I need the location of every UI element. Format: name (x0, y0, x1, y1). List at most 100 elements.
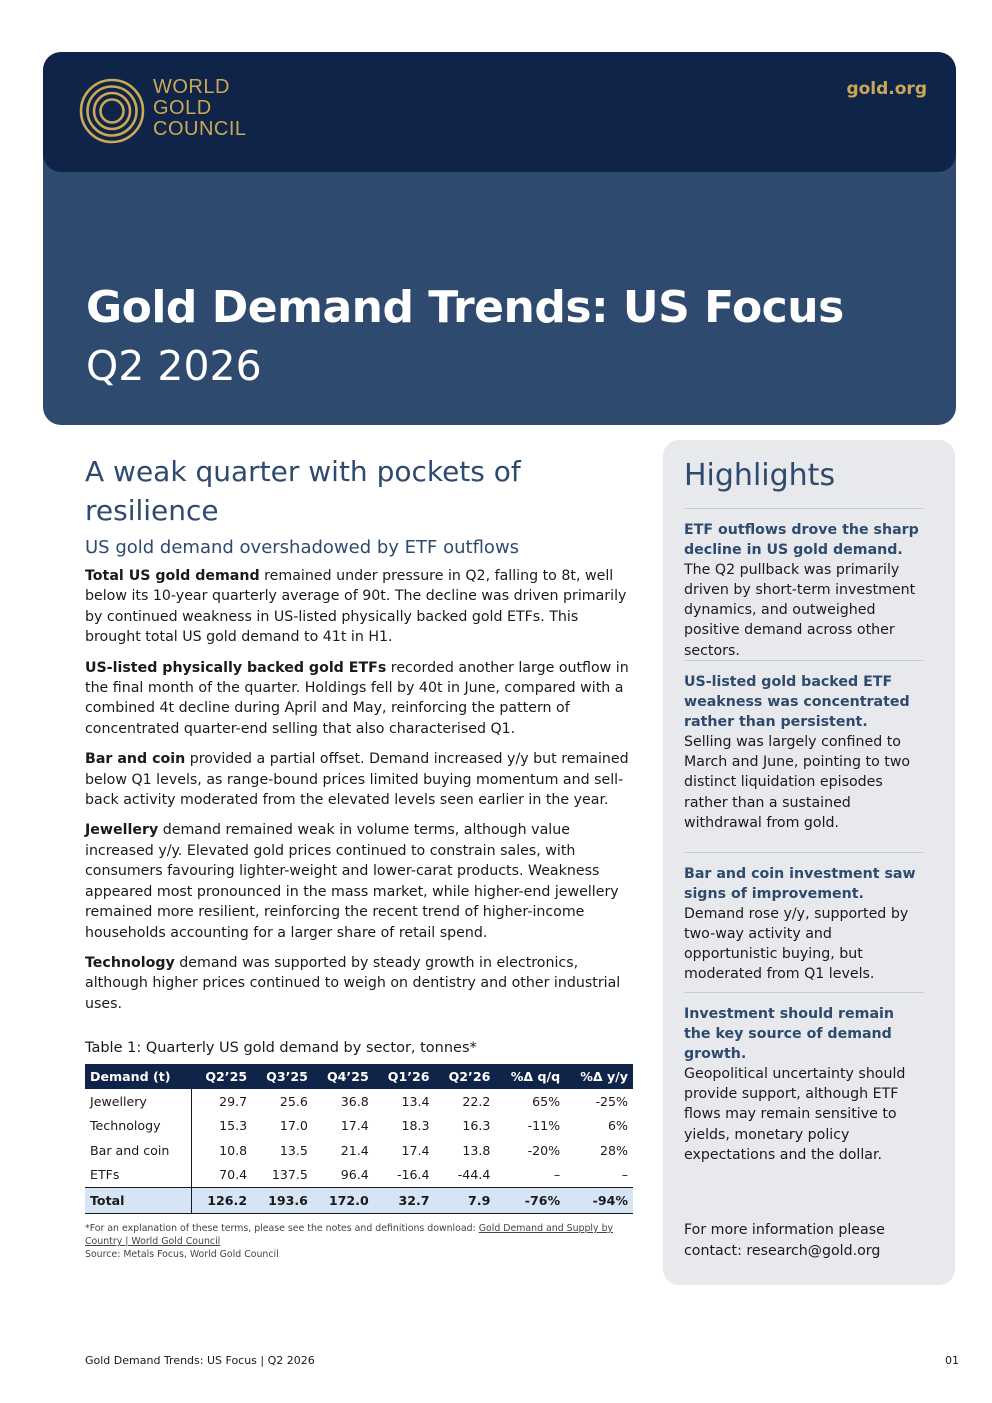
footnote-text: *For an explanation of these terms, plea… (85, 1223, 479, 1234)
page-number: 01 (945, 1354, 959, 1367)
report-title: Gold Demand Trends: US Focus (86, 282, 844, 333)
table-cell: 22.2 (462, 1093, 491, 1109)
table-cell: -20% (527, 1142, 561, 1158)
highlight-item: ETF outflows drove the sharp decline in … (684, 520, 924, 661)
column-header: %Δ q/q (495, 1064, 566, 1089)
table-cell: 137.5 (271, 1167, 308, 1183)
table-title: Table 1: Quarterly US gold demand by sec… (85, 1040, 477, 1056)
column-header: Q3’25 (252, 1064, 313, 1089)
table-cell: 193.6 (252, 1187, 313, 1214)
table-cell: Bar and coin (85, 1138, 192, 1163)
world-gold-council-logo[interactable]: WORLD GOLD COUNCIL (78, 76, 268, 144)
logo-line-3: COUNCIL (153, 118, 247, 140)
highlight-item: US-listed gold backed ETF weakness was c… (684, 672, 924, 833)
table-cell: 10.8 (219, 1142, 248, 1158)
table-cell: 172.0 (312, 1187, 374, 1214)
table-cell: -76% (495, 1187, 566, 1214)
table-row: Technology 15.3 17.0 17.4 18.3 16.3 -11%… (85, 1113, 633, 1138)
contact-info: For more information please contact: res… (684, 1222, 885, 1259)
divider (684, 852, 924, 853)
paragraph-total-demand: Total US gold demand remained under pres… (85, 566, 633, 648)
paragraph-lead: Total US gold demand (85, 568, 260, 584)
table-cell: 15.3 (219, 1118, 248, 1134)
main-column: A weak quarter with pockets of resilienc… (85, 452, 633, 1024)
highlight-heading: ETF outflows drove the sharp decline in … (684, 522, 919, 559)
report-period: Q2 2026 (86, 342, 262, 390)
divider (684, 508, 924, 509)
table-header-row: Demand (t) Q2’25 Q3’25 Q4’25 Q1’26 Q2’26… (85, 1064, 633, 1089)
table-cell: 70.4 (219, 1167, 248, 1183)
footer-title: Gold Demand Trends: US Focus | Q2 2026 (85, 1354, 315, 1367)
table-row: ETFs 70.4 137.5 96.4 -16.4 -44.4 – – (85, 1162, 633, 1188)
header-top-bar: WORLD GOLD COUNCIL gold.org (43, 52, 956, 172)
highlights-title: Highlights (684, 458, 836, 493)
table-source: Source: Metals Focus, World Gold Council (85, 1249, 279, 1260)
section-subheading: US gold demand overshadowed by ETF outfl… (85, 537, 520, 558)
highlight-body: The Q2 pullback was primarily driven by … (684, 562, 916, 659)
demand-table: Demand (t) Q2’25 Q3’25 Q4’25 Q1’26 Q2’26… (85, 1064, 633, 1214)
table-cell: – (621, 1167, 628, 1183)
definitions-link[interactable]: Gold Demand and Supply by Country | Worl… (85, 1223, 614, 1247)
paragraph-lead: Bar and coin (85, 751, 186, 768)
table-footnote: *For an explanation of these terms, plea… (85, 1222, 635, 1248)
table-cell: 7.9 (434, 1187, 496, 1214)
logo-wordmark: WORLD GOLD COUNCIL (153, 77, 247, 140)
paragraph-bar-coin: Bar and coin provided a partial offset. … (85, 749, 633, 810)
logo-line-2: GOLD (153, 97, 212, 119)
highlight-item: Bar and coin investment saw signs of imp… (684, 864, 924, 985)
table-cell: Jewellery (85, 1089, 192, 1114)
paragraph-text: recorded another large outflow in the fi… (85, 659, 629, 737)
highlight-body: Geopolitical uncertainty should provide … (684, 1066, 906, 1163)
paragraph-lead: Jewellery (85, 822, 159, 839)
column-header: Q1’26 (373, 1064, 435, 1089)
paragraph-text: remained under pressure in Q2, falling t… (85, 568, 627, 646)
table-cell: ETFs (85, 1162, 192, 1188)
table-cell: -94% (565, 1187, 633, 1214)
paragraph-etfs: US-listed physically backed gold ETFs re… (85, 658, 633, 740)
table-total-row: Total 126.2 193.6 172.0 32.7 7.9 -76% -9… (85, 1187, 633, 1214)
table-cell: 6% (608, 1118, 628, 1134)
table-cell: Technology (85, 1113, 192, 1138)
table-notes: *For an explanation of these terms, plea… (85, 1222, 635, 1261)
table-cell: 126.2 (191, 1187, 253, 1214)
table-cell: 28% (600, 1142, 628, 1158)
table-cell: -25% (595, 1093, 628, 1109)
table-cell: -11% (527, 1118, 561, 1134)
table-cell: 17.0 (279, 1118, 308, 1134)
paragraph-lead: Technology (85, 954, 175, 971)
paragraph-lead: US-listed physically backed gold ETFs (85, 659, 387, 676)
column-header: Q2’25 (191, 1064, 253, 1089)
logo-line-1: WORLD (153, 76, 230, 98)
column-header: %Δ y/y (565, 1064, 633, 1089)
highlight-heading: US-listed gold backed ETF weakness was c… (684, 674, 910, 731)
table-cell: 18.3 (401, 1118, 430, 1134)
paragraph-jewellery: Jewellery demand remained weak in volume… (85, 820, 633, 942)
highlights-sidebar: Highlights ETF outflows drove the sharp … (663, 440, 955, 1285)
divider (684, 660, 924, 661)
site-link[interactable]: gold.org (846, 79, 927, 99)
table-cell: 13.8 (462, 1142, 491, 1158)
table-cell: 13.4 (401, 1093, 430, 1109)
table-cell: Total (85, 1187, 192, 1214)
table-cell: 36.8 (340, 1093, 369, 1109)
table-cell: 25.6 (279, 1093, 308, 1109)
table-cell: – (553, 1167, 561, 1183)
column-header: Q4’25 (312, 1064, 374, 1089)
table-cell: 13.5 (279, 1142, 308, 1158)
paragraph-text: demand remained weak in volume terms, al… (85, 822, 619, 941)
table-cell: -44.4 (457, 1167, 491, 1183)
table-cell: 21.4 (340, 1142, 369, 1158)
gold-rings-icon (79, 78, 145, 144)
highlight-body: Demand rose y/y, supported by two-way ac… (684, 906, 909, 983)
paragraph-technology: Technology demand was supported by stead… (85, 953, 633, 1014)
highlight-heading: Investment should remain the key source … (684, 1006, 894, 1063)
table-row: Jewellery 29.7 25.6 36.8 13.4 22.2 65% -… (85, 1089, 633, 1114)
table-cell: 16.3 (462, 1118, 491, 1134)
column-header: Demand (t) (85, 1064, 192, 1089)
table-cell: 17.4 (340, 1118, 369, 1134)
table-cell: 96.4 (340, 1167, 369, 1183)
table-cell: -16.4 (396, 1167, 430, 1183)
paragraph-text: provided a partial offset. Demand increa… (85, 751, 629, 809)
column-header: Q2’26 (434, 1064, 496, 1089)
paragraph-text: demand was supported by steady growth in… (85, 954, 621, 1012)
